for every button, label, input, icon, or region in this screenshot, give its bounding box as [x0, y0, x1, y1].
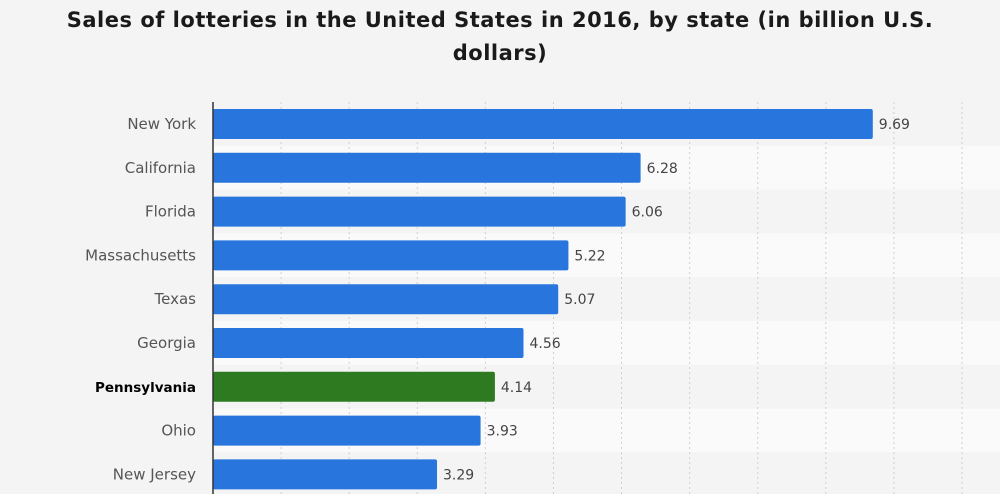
value-label: 3.93: [487, 424, 518, 440]
category-label: Massachusetts: [85, 246, 196, 264]
bar[interactable]: [213, 459, 438, 490]
bar[interactable]: [213, 415, 481, 446]
category-label: New York: [127, 115, 196, 133]
bar[interactable]: [213, 152, 641, 183]
value-label: 4.56: [529, 336, 560, 352]
value-label: 9.69: [879, 117, 910, 133]
bar[interactable]: [213, 240, 569, 271]
category-label: Texas: [154, 290, 197, 308]
bar[interactable]: [213, 371, 495, 402]
category-label: California: [125, 159, 196, 177]
value-label: 6.06: [632, 205, 663, 221]
value-label: 4.14: [501, 380, 532, 396]
category-label: Georgia: [137, 334, 196, 352]
bar[interactable]: [213, 284, 559, 315]
value-label: 3.29: [443, 467, 474, 483]
category-label: Ohio: [161, 422, 196, 440]
value-label: 5.07: [564, 292, 595, 308]
bar[interactable]: [213, 109, 873, 139]
bar[interactable]: [213, 328, 524, 358]
chart-title: Sales of lotteries in the United States …: [66, 8, 934, 65]
value-label: 6.28: [647, 161, 678, 177]
category-label: Florida: [145, 203, 196, 221]
bar[interactable]: [213, 196, 626, 227]
category-label: Pennsylvania: [95, 380, 196, 396]
category-label: New Jersey: [113, 465, 196, 483]
value-label: 5.22: [574, 248, 605, 264]
